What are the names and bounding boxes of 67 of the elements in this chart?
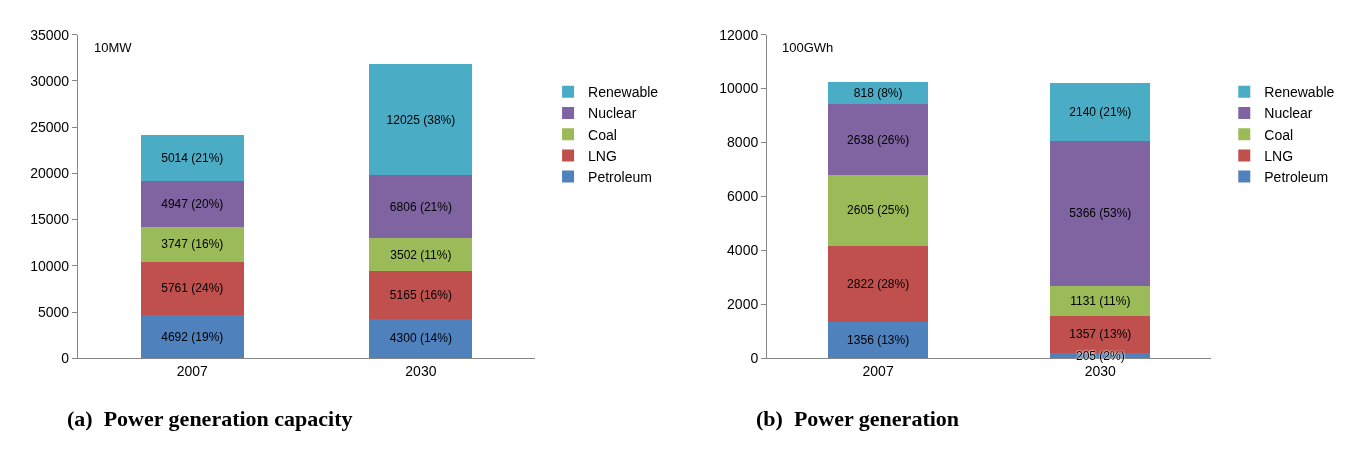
bar <box>369 270 473 319</box>
y-tick-label: 6000 <box>727 188 759 205</box>
data-label: 1357 (13%) <box>1069 327 1132 342</box>
data-label: 3747 (16%) <box>161 237 224 252</box>
x-tick-label: 2030 <box>1084 363 1117 380</box>
y-tick-label: 8000 <box>727 134 759 151</box>
bar <box>1050 140 1151 286</box>
data-label: 4692 (19%) <box>161 329 224 344</box>
data-label: 2822 (28%) <box>847 276 910 291</box>
bar <box>828 104 929 176</box>
data-label: 4947 (20%) <box>161 197 224 212</box>
bar <box>140 314 244 359</box>
y-tick-label: 12000 <box>719 26 759 43</box>
legend-label: LNG <box>1264 147 1294 164</box>
data-label: 4300 (14%) <box>389 331 452 346</box>
legend-label: Nuclear <box>1264 105 1313 122</box>
data-label: 5014 (21%) <box>161 151 224 166</box>
y-tick-label: 2000 <box>727 296 759 313</box>
legend-label: Petroleum <box>588 169 652 186</box>
data-label: 1356 (13%) <box>847 333 910 348</box>
data-label: 6806 (21%) <box>389 199 452 214</box>
x-tick-label: 2007 <box>862 363 894 380</box>
y-tick-label: 20000 <box>30 165 70 182</box>
y-tick-label: 25000 <box>30 118 70 135</box>
legend-label: Coal <box>1264 126 1294 143</box>
legend-label: Petroleum <box>1264 169 1329 186</box>
data-label: 818 (8%) <box>853 86 903 101</box>
bar <box>828 245 929 322</box>
bar <box>1050 83 1151 141</box>
legend-label: Renewable <box>1264 84 1335 101</box>
bar <box>369 64 473 176</box>
y-axis-title: 100GWh <box>782 40 834 55</box>
text: (a) Power generation capacity <box>67 406 353 431</box>
y-tick-label: 35000 <box>30 26 70 43</box>
x-tick-label: 2007 <box>176 363 209 380</box>
y-tick-label: 10000 <box>719 80 759 97</box>
bar <box>140 181 244 227</box>
bar <box>140 134 244 182</box>
legend-label: Nuclear <box>588 105 637 122</box>
data-label: 2140 (21%) <box>1069 105 1132 120</box>
y-tick-label: 0 <box>61 350 70 367</box>
bar <box>140 226 244 262</box>
data-label: 12025 (38%) <box>386 112 456 127</box>
text: (b) Power generation <box>756 406 960 431</box>
y-tick-label: 10000 <box>30 257 70 274</box>
y-tick-label: 30000 <box>30 72 70 89</box>
bar <box>140 261 244 315</box>
data-label: 2605 (25%) <box>847 203 910 218</box>
data-label: 3502 (11%) <box>390 247 452 262</box>
y-tick-label: 0 <box>750 350 759 367</box>
bar <box>369 318 473 359</box>
legend-label: LNG <box>588 147 617 164</box>
y-axis-title: 10MW <box>94 40 133 55</box>
y-tick-label: 4000 <box>727 242 759 259</box>
data-label: 1131 (11%) <box>1070 293 1131 308</box>
legend-label: Coal <box>588 126 617 143</box>
y-tick-label: 15000 <box>30 211 70 228</box>
x-tick-label: 2030 <box>405 363 437 380</box>
bar <box>828 175 929 246</box>
bar <box>369 175 473 239</box>
data-label: 5761 (24%) <box>161 281 224 296</box>
y-tick-label: 5000 <box>38 303 70 320</box>
legend-label: Renewable <box>588 84 659 101</box>
data-label: 5165 (16%) <box>389 287 452 302</box>
data-label: 5366 (53%) <box>1069 206 1132 221</box>
data-label: 2638 (26%) <box>847 132 910 147</box>
bar <box>369 238 473 271</box>
